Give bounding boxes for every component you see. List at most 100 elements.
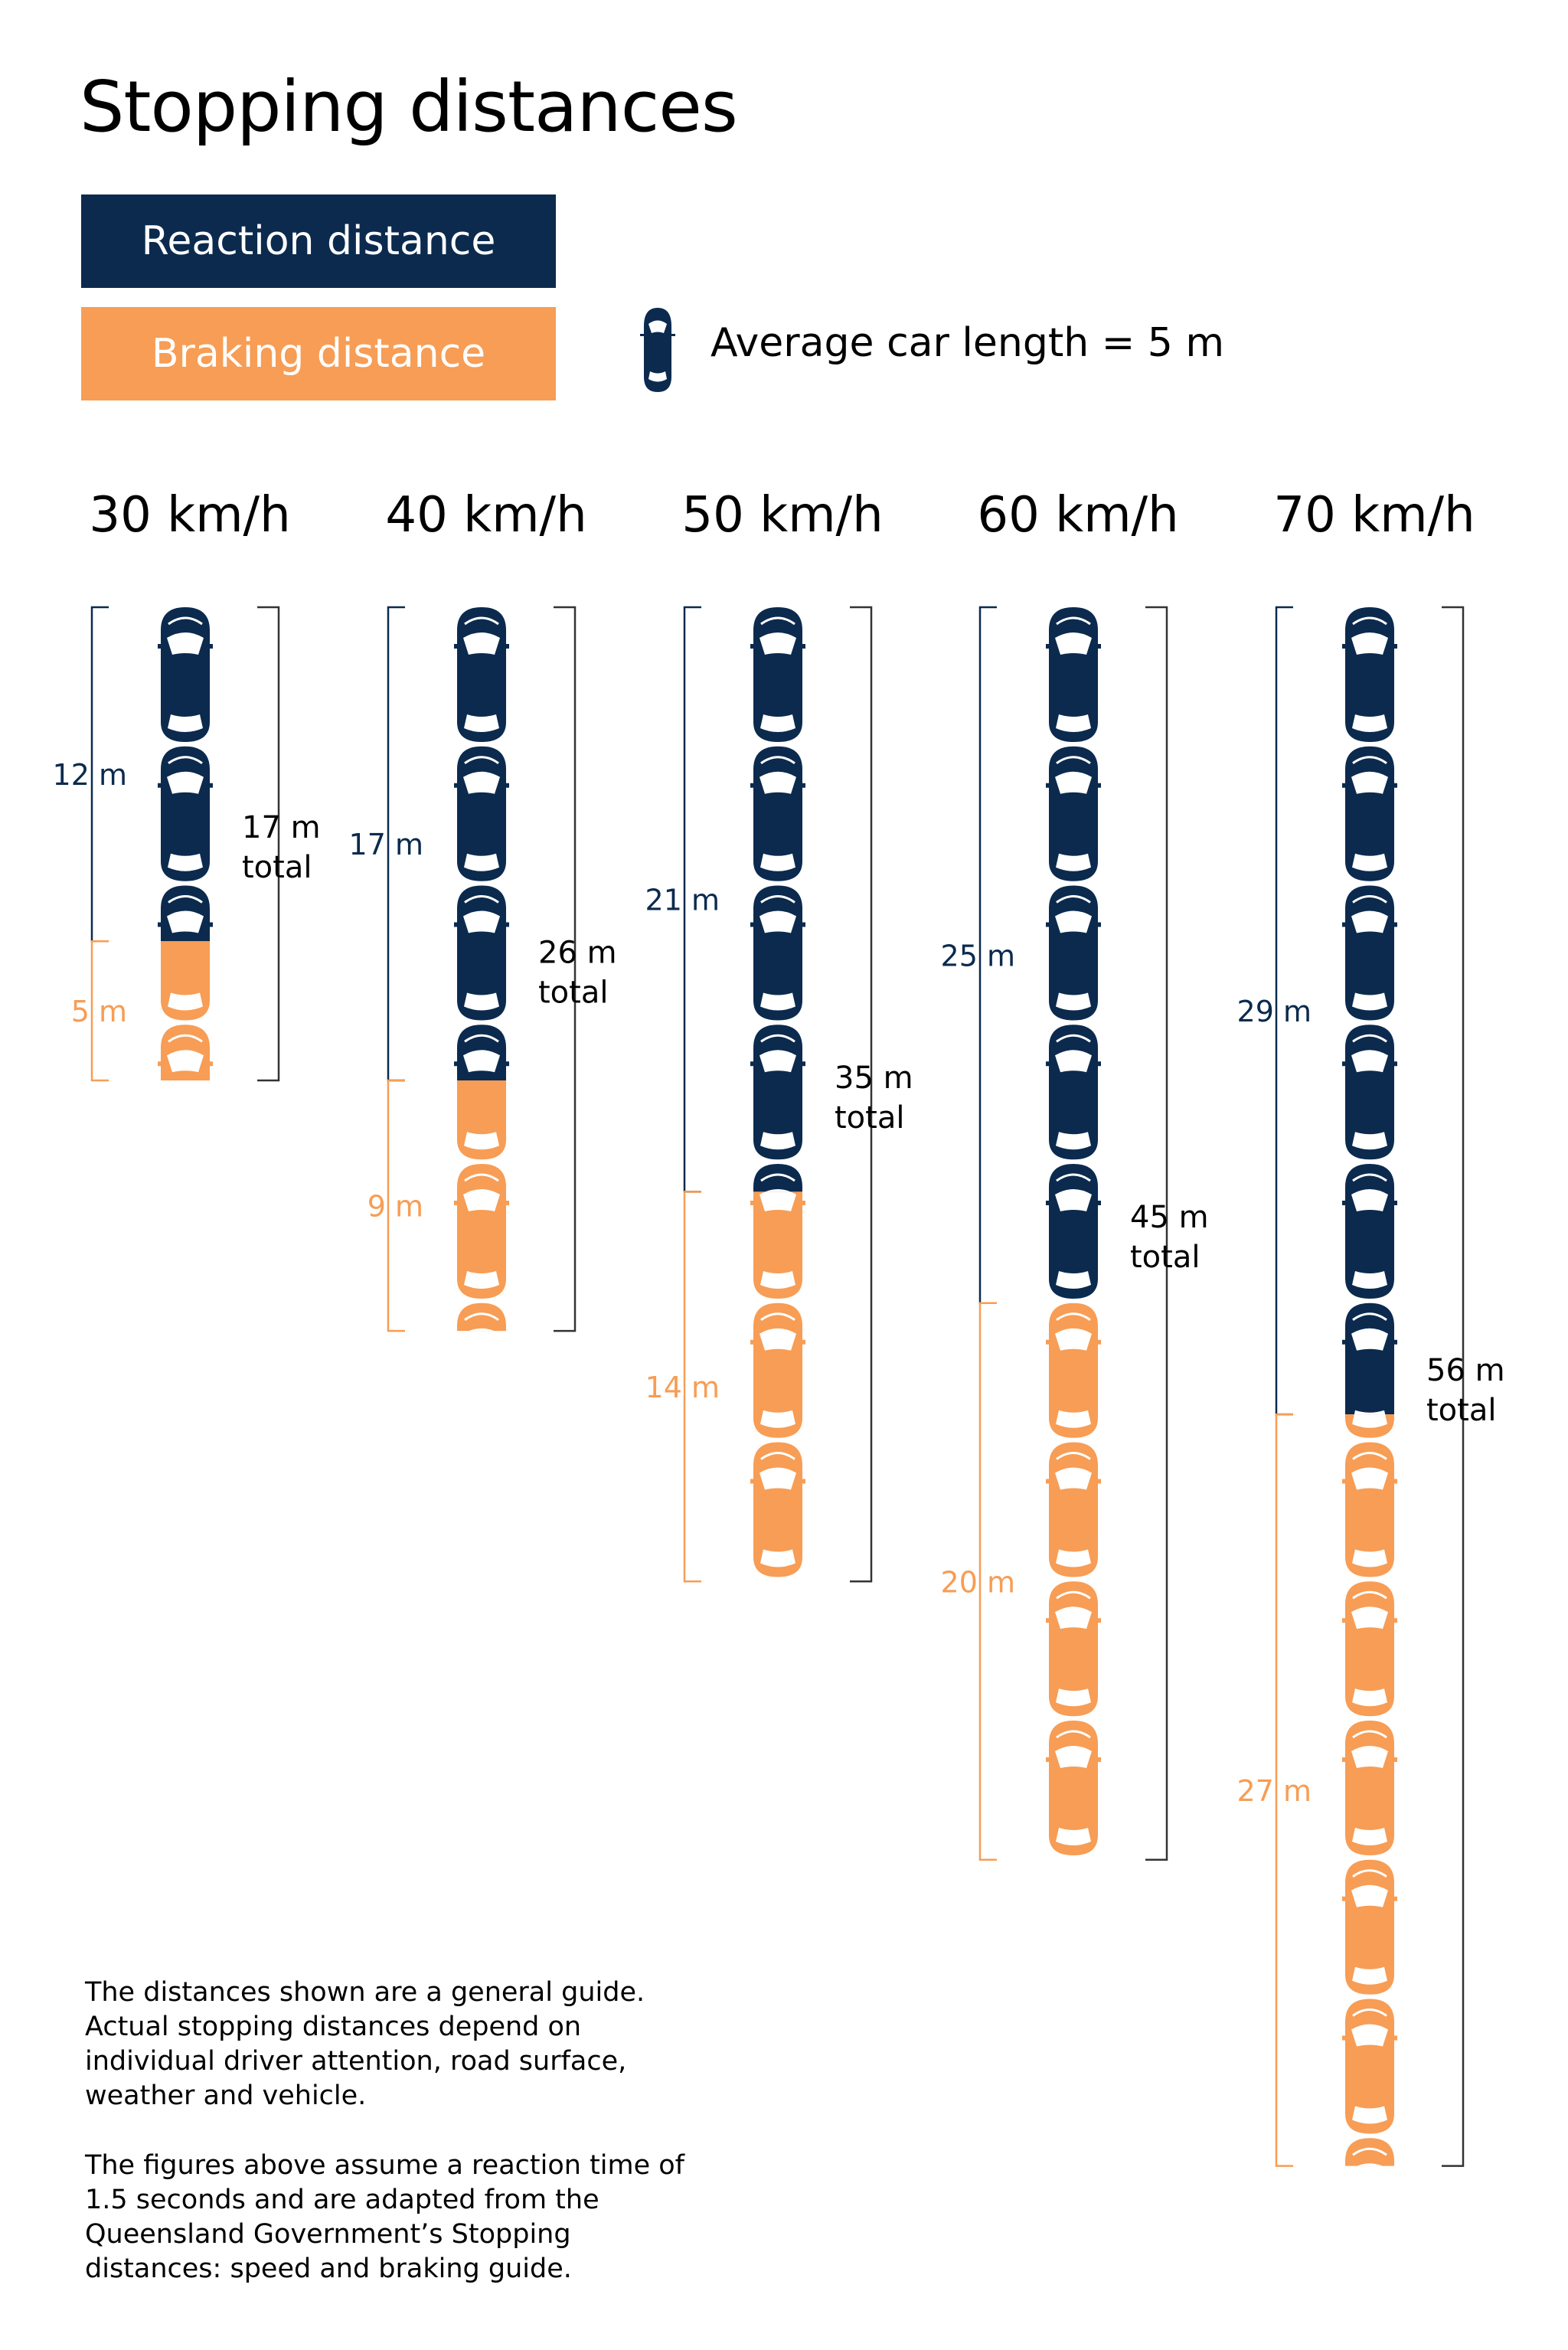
bar-3: 25 m 20 m 45 m total	[938, 606, 1209, 1861]
total-label: 26 m	[538, 936, 617, 971]
braking-bracket	[978, 1302, 997, 1861]
car-icon	[750, 746, 805, 881]
braking-cars-1	[454, 1080, 509, 1332]
car-icon	[750, 1025, 805, 1160]
total-word-label: total	[538, 976, 608, 1011]
car-icon	[158, 885, 213, 942]
car-icon	[454, 885, 509, 1021]
car-icon	[1046, 607, 1101, 742]
bar-1: 17 m 9 m 26 m total	[346, 606, 617, 1332]
car-icon	[454, 607, 509, 742]
legend-braking: Braking distance	[81, 307, 556, 400]
total-bracket	[850, 606, 873, 1583]
braking-label: 20 m	[941, 1565, 1015, 1599]
speed-label-60: 60 km/h	[977, 487, 1179, 544]
speed-label-50: 50 km/h	[681, 487, 884, 544]
car-top-view-icon	[640, 308, 675, 392]
car-icon	[1342, 1581, 1397, 1717]
reaction-label: 21 m	[645, 884, 720, 917]
note-reaction-time: The figures above assume a reaction time…	[85, 2150, 685, 2284]
total-label: 45 m	[1130, 1200, 1209, 1235]
total-label: 17 m	[242, 810, 321, 845]
braking-cars-3	[1046, 1302, 1101, 1855]
total-word-label: total	[242, 850, 312, 885]
car-icon	[1046, 1164, 1101, 1299]
car-icon	[750, 607, 805, 742]
braking-bracket	[1275, 1413, 1293, 2167]
braking-label: 27 m	[1237, 1774, 1312, 1808]
car-icon	[158, 1025, 213, 1080]
reaction-cars-3	[1046, 607, 1101, 1299]
braking-bracket	[683, 1191, 701, 1583]
total-word-label: total	[1130, 1240, 1200, 1275]
total-bracket	[1442, 606, 1465, 2167]
speed-label-70: 70 km/h	[1273, 487, 1475, 544]
reaction-cars-1	[454, 607, 509, 1080]
car-icon	[1046, 1442, 1101, 1577]
braking-cars-2	[750, 1191, 805, 1577]
reaction-label: 29 m	[1237, 995, 1312, 1028]
page-title: Stopping distances	[80, 66, 738, 148]
car-icon	[457, 1302, 506, 1332]
car-icon	[1342, 1302, 1397, 1415]
braking-bracket	[90, 940, 109, 1082]
reaction-cars-4	[1342, 607, 1397, 1415]
braking-cars-0	[158, 941, 213, 1080]
reaction-label: 12 m	[53, 758, 127, 792]
braking-bracket	[387, 1079, 405, 1332]
car-icon	[750, 885, 805, 1021]
bar-0: 12 m 5 m 17 m total	[50, 606, 321, 1082]
car-icon	[1342, 1721, 1397, 1855]
car-icon	[1342, 1164, 1397, 1299]
car-icon	[1345, 2138, 1394, 2166]
car-icon	[1342, 885, 1397, 1021]
bar-4: 29 m 27 m 56 m total	[1234, 606, 1505, 2167]
car-icon	[1342, 1025, 1397, 1160]
reaction-cars-0	[158, 607, 213, 942]
braking-label: 5 m	[71, 995, 127, 1028]
car-icon	[753, 1164, 802, 1192]
reaction-label: 17 m	[349, 828, 423, 861]
car-icon	[1046, 1581, 1101, 1717]
legend-reaction: Reaction distance	[81, 194, 556, 288]
car-icon	[750, 1442, 805, 1577]
car-icon	[1046, 1302, 1101, 1438]
car-icon	[454, 1025, 509, 1080]
speed-label-40: 40 km/h	[385, 487, 587, 544]
car-icon	[457, 1080, 506, 1160]
car-icon	[158, 746, 213, 881]
braking-cars-4	[1342, 1414, 1397, 2166]
total-word-label: total	[835, 1100, 904, 1136]
car-icon	[1342, 1859, 1397, 1995]
total-label: 35 m	[835, 1061, 913, 1096]
car-icon	[1342, 1442, 1397, 1577]
car-icon	[750, 1302, 805, 1438]
car-icon	[161, 941, 210, 1021]
braking-label: 9 m	[368, 1190, 423, 1224]
car-icon	[158, 607, 213, 742]
reaction-cars-2	[750, 607, 805, 1192]
total-word-label: total	[1426, 1393, 1496, 1428]
total-bracket	[554, 606, 577, 1332]
total-label: 56 m	[1426, 1353, 1505, 1388]
car-icon	[1342, 746, 1397, 881]
car-icon	[1342, 1999, 1397, 2134]
car-icon	[750, 1191, 805, 1299]
legend-car-length: Average car length = 5 m	[710, 320, 1225, 366]
braking-label: 14 m	[645, 1371, 720, 1404]
car-icon	[1345, 1414, 1394, 1438]
speed-label-30: 30 km/h	[89, 487, 291, 544]
car-icon	[1046, 1721, 1101, 1855]
car-icon	[454, 1164, 509, 1299]
car-icon	[1046, 1025, 1101, 1160]
car-icon	[1046, 885, 1101, 1021]
car-icon	[1046, 746, 1101, 881]
total-bracket	[257, 606, 280, 1082]
total-bracket	[1145, 606, 1168, 1861]
car-icon	[454, 746, 509, 881]
reaction-label: 25 m	[941, 939, 1015, 972]
car-icon	[1342, 607, 1397, 742]
bar-2: 21 m 14 m 35 m total	[642, 606, 913, 1583]
note-general-guide: The distances shown are a general guide.…	[85, 1977, 645, 2111]
